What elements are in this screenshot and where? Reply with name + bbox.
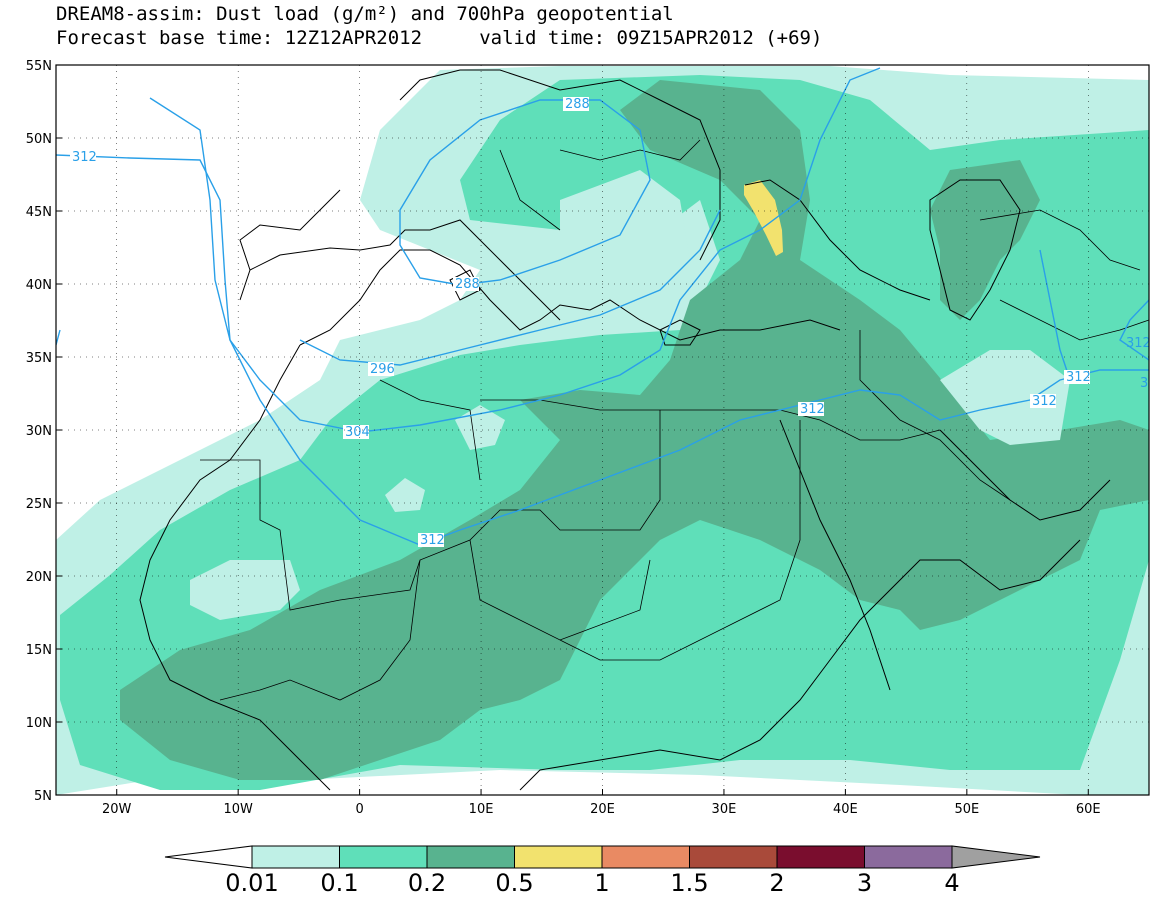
colorbar-label: 0.2: [407, 869, 447, 897]
contour-label: 312: [1126, 336, 1151, 351]
colorbar-label: 0.01: [225, 869, 279, 897]
contour-312-east: [1119, 299, 1149, 361]
colorbar-label: 4: [944, 869, 960, 897]
colorbar-segment: [426, 845, 515, 869]
colorbar-label: 2: [769, 869, 785, 897]
lat-tick-label: 15N: [26, 643, 52, 658]
lat-tick-label: 45N: [26, 205, 52, 220]
contour-312-iran: [1039, 249, 1071, 381]
contour-label: 312: [420, 533, 445, 548]
colorbar-label: 3: [856, 869, 873, 897]
lat-tick-label: 20N: [26, 570, 52, 585]
geopotential-contours: [56, 67, 1149, 546]
lon-tick-label: 20E: [590, 802, 615, 817]
dust-region-dark: [120, 80, 1149, 780]
colorbar: [164, 845, 1041, 869]
dust-region-light-sahara: [190, 560, 300, 620]
colorbar-lower-arrow: [164, 845, 253, 869]
colorbar-label: 1.5: [670, 869, 709, 897]
lon-tick-label: 10W: [223, 802, 253, 817]
contour-304: [149, 67, 881, 433]
map-subtitle: Forecast base time: 12Z12APR2012 valid t…: [56, 27, 823, 49]
colorbar-segment: [339, 845, 428, 869]
contour-label: 312: [800, 402, 825, 417]
lat-tick-label: 5N: [34, 789, 52, 804]
lat-tick-label: 40N: [26, 278, 52, 293]
colorbar-segment: [514, 845, 603, 869]
dust-region-light-balkans: [560, 170, 690, 320]
country-borders: [200, 139, 1149, 701]
contour-label: 288: [565, 97, 590, 112]
contour-label: 312: [72, 150, 97, 165]
dust-region-dark-caspian: [930, 160, 1040, 320]
lat-tick-label: 50N: [26, 132, 52, 147]
lon-tick-label: 40E: [833, 802, 858, 817]
lat-tick-label: 35N: [26, 351, 52, 366]
contour-label: 304: [345, 425, 370, 440]
lat-tick-label: 55N: [26, 59, 52, 74]
lon-tick-label: 10E: [469, 802, 494, 817]
longitude-axis: 20W 10W 0 10E 20E 30E 40E 50E 60E: [102, 789, 1101, 817]
colorbar-segment: [689, 845, 778, 869]
contour-labels: 312 288 288 296 304 312 312 312 312 3 31…: [70, 97, 1151, 548]
contour-296: [56, 209, 721, 366]
contour-label: 288: [455, 277, 480, 292]
colorbar-label: 1: [594, 869, 610, 897]
contour-label: 312: [1032, 394, 1057, 409]
dust-region-light-iran: [940, 350, 1070, 445]
lon-tick-label: 50E: [954, 802, 979, 817]
colorbar-segment: [601, 845, 690, 869]
contour-label: 3: [1140, 376, 1148, 391]
lon-tick-label: 20W: [102, 802, 132, 817]
latitude-axis: 55N 50N 45N 40N 35N 30N 25N 20N 15N 10N 5N: [26, 59, 62, 804]
colorbar-segment: [251, 845, 340, 869]
lon-tick-label: 30E: [712, 802, 737, 817]
lat-tick-label: 30N: [26, 424, 52, 439]
colorbar-segment: [864, 845, 953, 869]
contour-label: 296: [370, 362, 395, 377]
contour-312-west: [56, 154, 1149, 546]
colorbar-segment: [776, 845, 865, 869]
contour-label: 312: [1066, 370, 1091, 385]
colorbar-label: 0.1: [320, 869, 359, 897]
map-title: DREAM8-assim: Dust load (g/m²) and 700hP…: [56, 3, 674, 25]
coastlines: [139, 69, 1111, 791]
lat-tick-label: 25N: [26, 497, 52, 512]
dust-region-light-algeria: [385, 478, 425, 512]
lon-tick-label: 0: [355, 802, 363, 817]
lat-tick-label: 10N: [26, 716, 52, 731]
graticule: [56, 65, 1149, 795]
colorbar-upper-arrow: [951, 845, 1041, 869]
dust-region-yellow: [744, 180, 783, 256]
lon-tick-label: 60E: [1076, 802, 1101, 817]
colorbar-label: 0.5: [495, 869, 534, 897]
